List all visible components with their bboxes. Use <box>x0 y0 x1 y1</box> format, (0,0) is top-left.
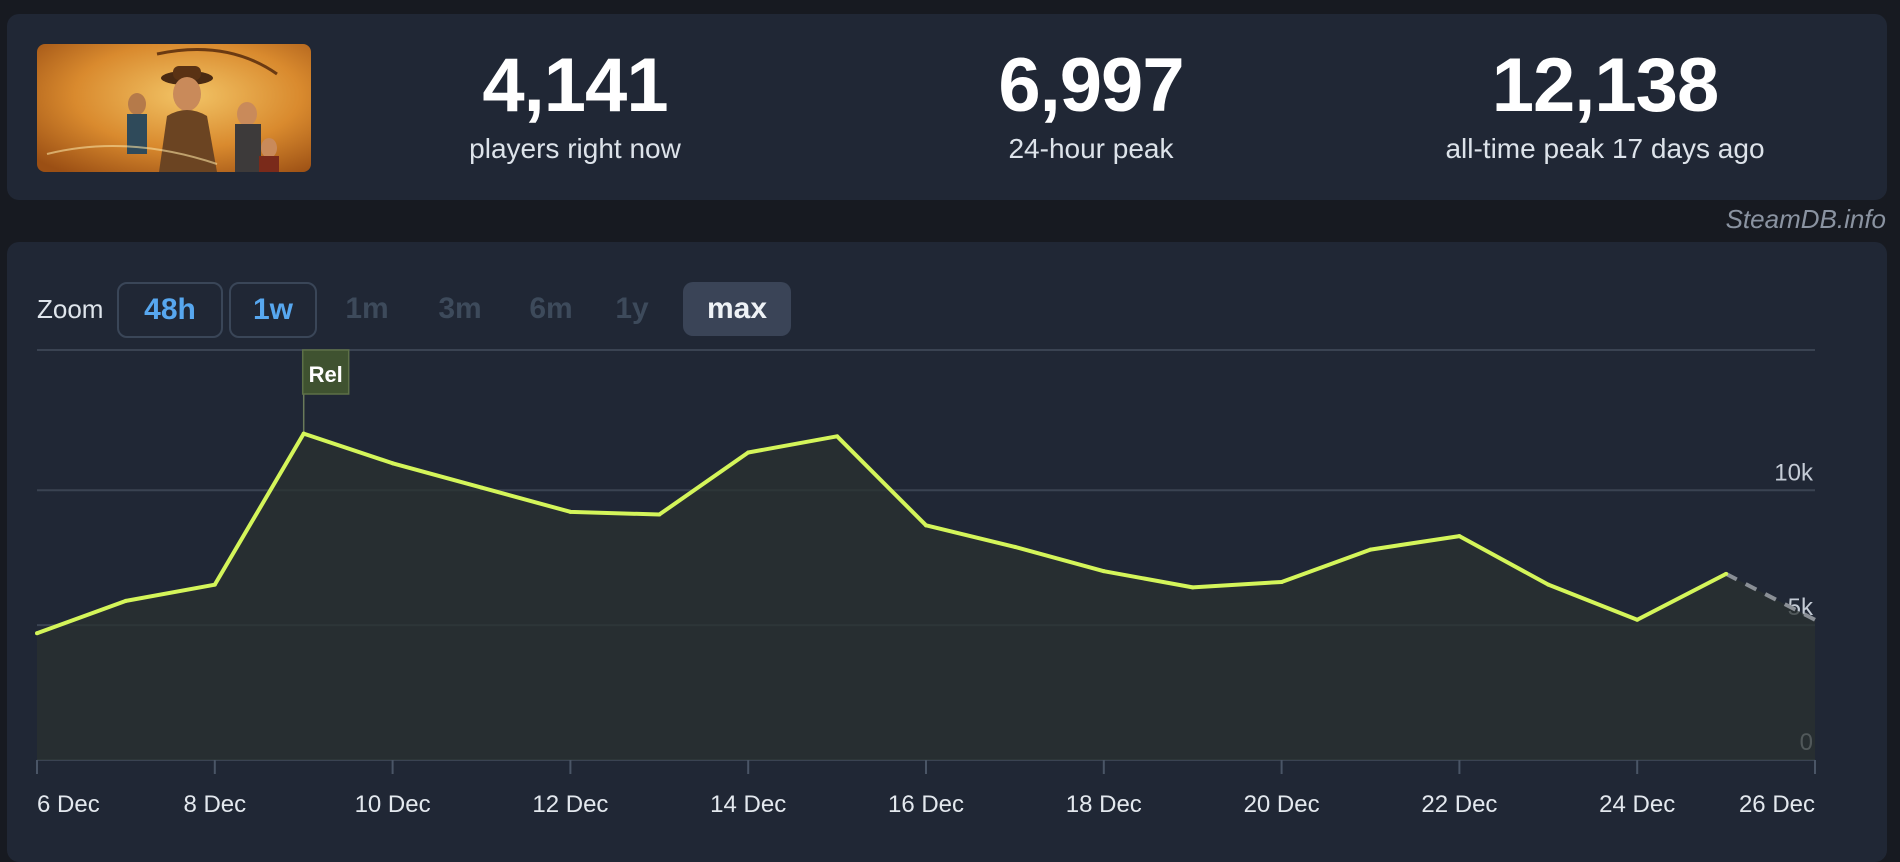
data-point-19-Dec <box>1190 585 1195 590</box>
data-point-16-Dec <box>924 523 928 528</box>
zoom-1y-button: 1y <box>615 292 649 325</box>
zoom-6m-button: 6m <box>529 292 573 325</box>
data-point-13-Dec <box>657 512 662 517</box>
x-tick-label-26-Dec: 26 Dec <box>1739 791 1815 818</box>
series-area <box>37 433 1815 760</box>
data-point-9-Dec <box>301 431 306 436</box>
zoom-max-button[interactable]: max <box>683 282 791 336</box>
zoom-48h-button[interactable]: 48h <box>117 282 223 338</box>
peak-24h-label: 24-hour peak <box>1008 133 1174 164</box>
series-line <box>36 431 1728 636</box>
x-tick-label-10-Dec: 10 Dec <box>355 791 431 818</box>
data-point-23-Dec <box>1546 582 1551 587</box>
game-artwork-image <box>37 44 311 172</box>
projection-line <box>1725 572 1816 622</box>
data-point-8-Dec <box>212 582 217 587</box>
x-tick-label-6-Dec: 6 Dec <box>37 791 100 818</box>
x-tick-label-8-Dec: 8 Dec <box>183 791 246 818</box>
annotation-label: Rel <box>309 362 343 387</box>
data-point-10-Dec <box>390 461 395 466</box>
data-point-21-Dec <box>1368 547 1373 552</box>
current-players-value: 4,141 <box>482 43 668 128</box>
zoom-label: Zoom <box>37 294 104 324</box>
data-point-25-Dec <box>1724 571 1729 576</box>
data-point-20-Dec <box>1279 579 1284 584</box>
all-time-peak-label: all-time peak 17 days ago <box>1445 133 1765 164</box>
data-point-24-Dec <box>1635 617 1640 622</box>
current-players-stat: 4,141 players right now <box>335 44 815 166</box>
x-tick-label-22-Dec: 22 Dec <box>1421 791 1497 818</box>
x-tick-label-16-Dec: 16 Dec <box>888 791 964 818</box>
data-point-7-Dec <box>123 598 128 603</box>
peak-24h-stat: 6,997 24-hour peak <box>851 44 1331 166</box>
data-point-15-Dec <box>835 434 840 439</box>
zoom-1w-button[interactable]: 1w <box>229 282 317 338</box>
zoom-1m-button: 1m <box>345 292 389 325</box>
data-point-22-Dec <box>1457 534 1462 539</box>
x-tick-label-12-Dec: 12 Dec <box>532 791 608 818</box>
peak-24h-value: 6,997 <box>998 43 1184 128</box>
all-time-peak-value: 12,138 <box>1491 43 1719 128</box>
stats-panel: 4,141 players right now 6,997 24-hour pe… <box>7 14 1887 200</box>
all-time-peak-stat: 12,138 all-time peak 17 days ago <box>1365 44 1845 166</box>
data-point-12-Dec <box>568 509 573 514</box>
data-point-14-Dec <box>746 450 751 455</box>
data-point-6-Dec <box>35 631 39 636</box>
steamdb-watermark[interactable]: SteamDB.info <box>1725 204 1886 234</box>
zoom-3m-button: 3m <box>438 292 482 325</box>
data-point-11-Dec <box>479 485 484 490</box>
x-tick-label-24-Dec: 24 Dec <box>1599 791 1675 818</box>
annotation-box <box>301 349 350 395</box>
current-players-label: players right now <box>469 133 681 164</box>
x-tick-label-18-Dec: 18 Dec <box>1066 791 1142 818</box>
x-tick-label-20-Dec: 20 Dec <box>1244 791 1320 818</box>
game-thumbnail[interactable] <box>37 44 311 172</box>
y-tick-label-10k: 10k <box>1774 459 1814 486</box>
x-tick-label-14-Dec: 14 Dec <box>710 791 786 818</box>
data-point-18-Dec <box>1101 569 1106 574</box>
data-point-17-Dec <box>1012 544 1017 549</box>
